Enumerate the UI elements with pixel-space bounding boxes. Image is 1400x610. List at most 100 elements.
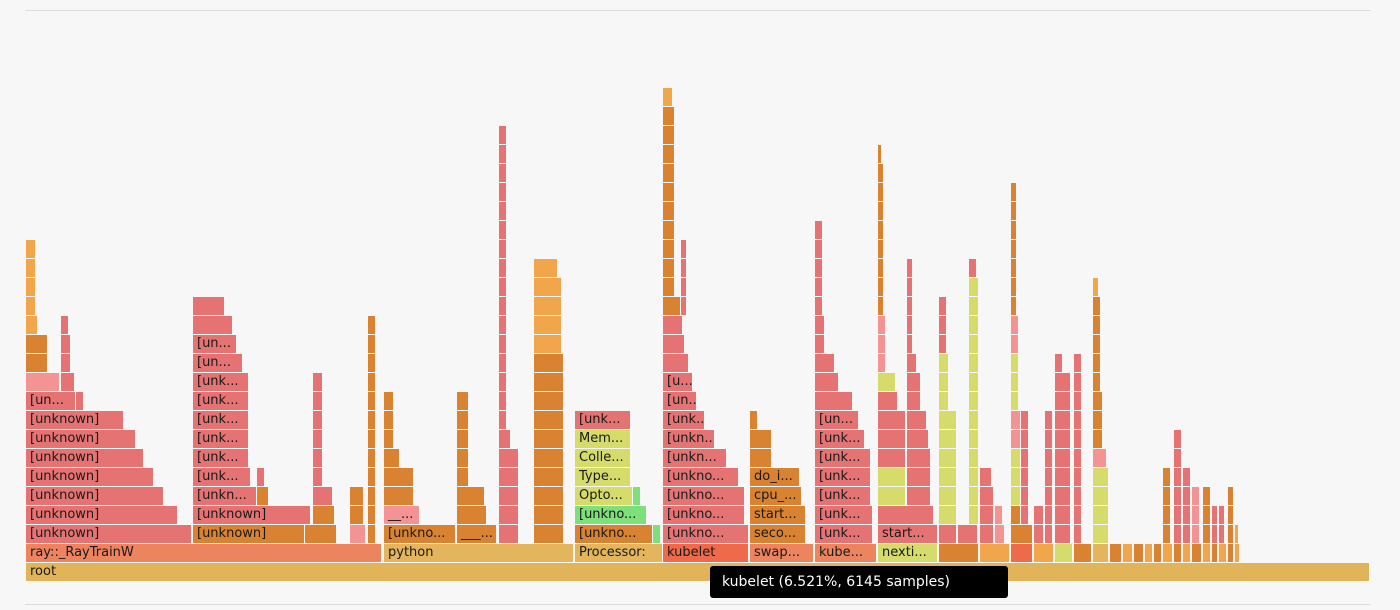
stack-frame[interactable] [633,487,641,505]
stack-frame[interactable] [1093,468,1109,486]
stack-frame[interactable] [907,392,921,410]
stack-frame[interactable] [939,506,957,524]
stack-frame[interactable] [1021,487,1029,505]
stack-frame[interactable] [26,354,48,372]
stack-frame[interactable] [878,297,884,315]
stack-frame[interactable] [1011,259,1017,277]
stack-frame[interactable] [313,430,323,448]
stack-frame[interactable] [663,202,675,220]
stack-frame[interactable] [1183,487,1191,505]
stack-frame[interactable]: [unknown] [26,525,192,543]
stack-frame[interactable]: [un... [26,392,76,410]
stack-frame[interactable]: __... [384,506,420,524]
stack-frame[interactable] [368,335,376,353]
stack-frame[interactable] [878,487,906,505]
stack-frame[interactable] [499,316,507,334]
stack-frame[interactable] [1074,373,1082,391]
stack-frame[interactable] [499,487,519,505]
stack-frame[interactable] [499,525,519,543]
stack-frame[interactable] [939,487,957,505]
stack-frame[interactable]: [unknown] [26,411,124,429]
stack-frame[interactable] [878,240,884,258]
frame-process-processor[interactable]: Processor: [575,544,663,562]
stack-frame[interactable]: Type... [575,468,631,486]
stack-frame[interactable] [969,487,979,505]
stack-frame[interactable]: [unkno... [663,468,739,486]
stack-frame[interactable] [76,392,84,410]
stack-frame[interactable] [1219,506,1225,524]
stack-frame[interactable] [1093,430,1103,448]
stack-frame[interactable]: [unkn... [193,487,257,505]
stack-frame[interactable] [1134,544,1144,562]
stack-frame[interactable] [457,411,469,429]
stack-frame[interactable]: [unk... [663,411,705,429]
stack-frame[interactable] [1183,525,1191,543]
stack-frame[interactable]: [unknown] [26,468,154,486]
stack-frame[interactable] [1163,525,1171,543]
stack-frame[interactable] [878,411,906,429]
stack-frame[interactable] [313,373,323,391]
frame-process-kube[interactable]: kube... [815,544,877,562]
stack-frame[interactable]: [unk... [815,525,873,543]
stack-frame[interactable] [1174,468,1182,486]
stack-frame[interactable] [1174,487,1182,505]
stack-frame[interactable] [1174,430,1182,448]
stack-frame[interactable] [939,297,947,315]
stack-frame[interactable] [499,468,519,486]
stack-frame[interactable] [499,164,507,182]
stack-frame[interactable] [815,392,853,410]
stack-frame[interactable] [878,468,906,486]
stack-frame[interactable] [1074,392,1082,410]
stack-frame[interactable] [368,525,376,543]
stack-frame[interactable] [1011,430,1021,448]
stack-frame[interactable] [1011,316,1019,334]
stack-frame[interactable] [457,392,469,410]
stack-frame[interactable] [1011,354,1019,372]
stack-frame[interactable] [534,316,562,334]
stack-frame[interactable] [969,335,979,353]
stack-frame[interactable] [1074,411,1082,429]
stack-frame[interactable] [878,183,884,201]
stack-frame[interactable] [1228,487,1234,505]
stack-frame[interactable] [1011,525,1033,543]
stack-frame[interactable] [1093,487,1109,505]
stack-frame[interactable] [457,449,469,467]
stack-frame[interactable] [1123,544,1133,562]
stack-frame[interactable] [499,240,507,258]
stack-frame[interactable] [368,411,376,429]
stack-frame[interactable] [384,411,394,429]
stack-frame[interactable] [878,335,886,353]
stack-frame[interactable] [878,259,884,277]
stack-frame[interactable]: start... [750,506,806,524]
stack-frame[interactable] [1235,525,1239,543]
stack-frame[interactable]: Mem... [575,430,631,448]
stack-frame[interactable] [815,354,835,372]
stack-frame[interactable] [499,506,519,524]
stack-frame[interactable] [1045,449,1053,467]
stack-frame[interactable] [815,221,823,239]
stack-frame[interactable] [969,430,979,448]
stack-frame[interactable] [1219,525,1225,543]
stack-frame[interactable] [663,221,675,239]
stack-frame[interactable]: [u... [663,373,693,391]
stack-frame[interactable] [663,278,675,296]
stack-frame[interactable] [1219,544,1227,562]
stack-frame[interactable] [939,392,949,410]
stack-frame[interactable]: [un... [193,354,243,372]
stack-frame[interactable] [384,487,414,505]
stack-frame[interactable]: [unkno... [663,487,745,505]
stack-frame[interactable] [1055,354,1063,372]
stack-frame[interactable] [1055,506,1071,524]
stack-frame[interactable] [969,316,979,334]
stack-frame[interactable] [1183,544,1191,562]
stack-frame[interactable] [958,525,978,543]
stack-frame[interactable] [1093,297,1101,315]
stack-frame[interactable] [1021,506,1029,524]
stack-frame[interactable] [1055,411,1071,429]
stack-frame[interactable] [457,430,469,448]
stack-frame[interactable] [980,468,992,486]
stack-frame[interactable] [1174,506,1182,524]
stack-frame[interactable] [257,487,269,505]
stack-frame[interactable] [1093,392,1103,410]
stack-frame[interactable] [1228,506,1234,524]
